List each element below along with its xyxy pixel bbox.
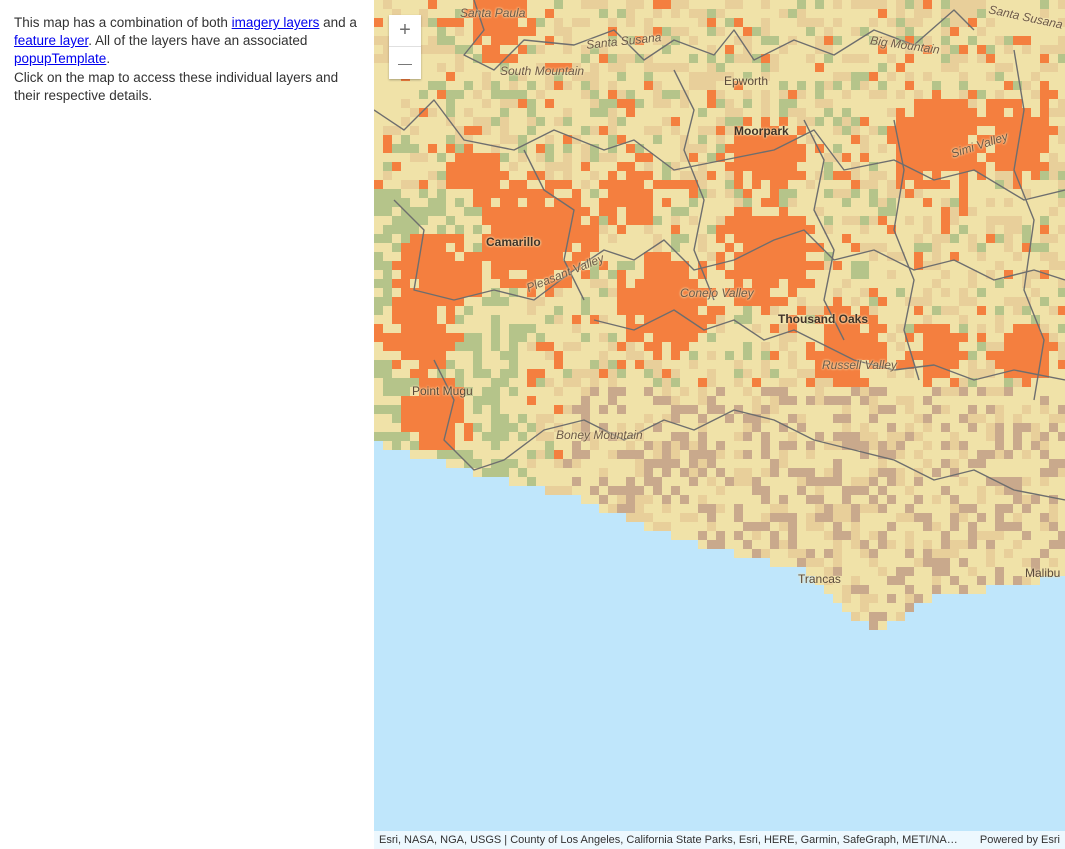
- intro-text: This map has a combination of both: [14, 15, 232, 30]
- boundary-line: [673, 69, 715, 301]
- associated-text: . All of the layers have an associated: [88, 33, 308, 49]
- boundary-line: [374, 99, 1065, 201]
- feature-layer-link[interactable]: feature layer: [14, 33, 89, 49]
- boundary-line: [433, 359, 1065, 501]
- boundary-feature-layer[interactable]: [374, 0, 1065, 501]
- zoom-controls: + —: [389, 15, 421, 79]
- map-label-moorpark: Moorpark: [734, 124, 789, 138]
- sidebar: This map has a combination of both image…: [0, 0, 374, 849]
- boundary-line: [1013, 49, 1045, 401]
- popup-template-link[interactable]: popupTemplate: [14, 51, 107, 67]
- period-text: .: [106, 51, 111, 67]
- map-label-camarillo: Camarillo: [486, 235, 541, 249]
- boundary-line: [893, 119, 920, 381]
- boundary-line: [393, 199, 1065, 301]
- map-canvas[interactable]: [374, 0, 1065, 849]
- map-view[interactable]: Santa Paula Santa Susana Big Mountain Sa…: [374, 0, 1065, 849]
- boundary-line: [523, 149, 585, 301]
- plus-icon: +: [399, 19, 411, 41]
- click-instruction-text: Click on the map to access these individ…: [14, 69, 339, 103]
- attribution-bar: Esri, NASA, NGA, USGS | County of Los An…: [374, 831, 1065, 849]
- minus-icon: —: [398, 55, 412, 71]
- map-label-trancas: Trancas: [798, 572, 841, 586]
- map-label-boney-mountain: Boney Mountain: [556, 428, 643, 442]
- map-label-russell-valley: Russell Valley: [822, 358, 897, 372]
- map-label-point-mugu: Point Mugu: [412, 384, 473, 398]
- attribution-sources[interactable]: Esri, NASA, NGA, USGS | County of Los An…: [379, 834, 964, 846]
- boundary-line: [463, 0, 975, 71]
- zoom-in-button[interactable]: +: [389, 15, 421, 47]
- map-label-malibu: Malibu: [1025, 566, 1061, 580]
- zoom-out-button[interactable]: —: [389, 47, 421, 79]
- boundary-line: [803, 119, 845, 341]
- description-text: This map has a combination of both image…: [14, 14, 360, 105]
- map-label-epworth: Epworth: [724, 74, 769, 88]
- map-label-conejo-valley: Conejo Valley: [680, 286, 754, 300]
- boundary-line: [593, 309, 1065, 381]
- land-cover-imagery-layer: [374, 0, 1065, 630]
- map-label-thousand-oaks: Thousand Oaks: [778, 312, 869, 326]
- map-label-south-mountain: South Mountain: [500, 64, 585, 78]
- powered-by-esri-link[interactable]: Powered by Esri: [979, 834, 1060, 846]
- imagery-layers-link[interactable]: imagery layers: [231, 15, 320, 30]
- and-text: and a: [319, 15, 357, 30]
- map-label-santa-paula: Santa Paula: [460, 6, 526, 20]
